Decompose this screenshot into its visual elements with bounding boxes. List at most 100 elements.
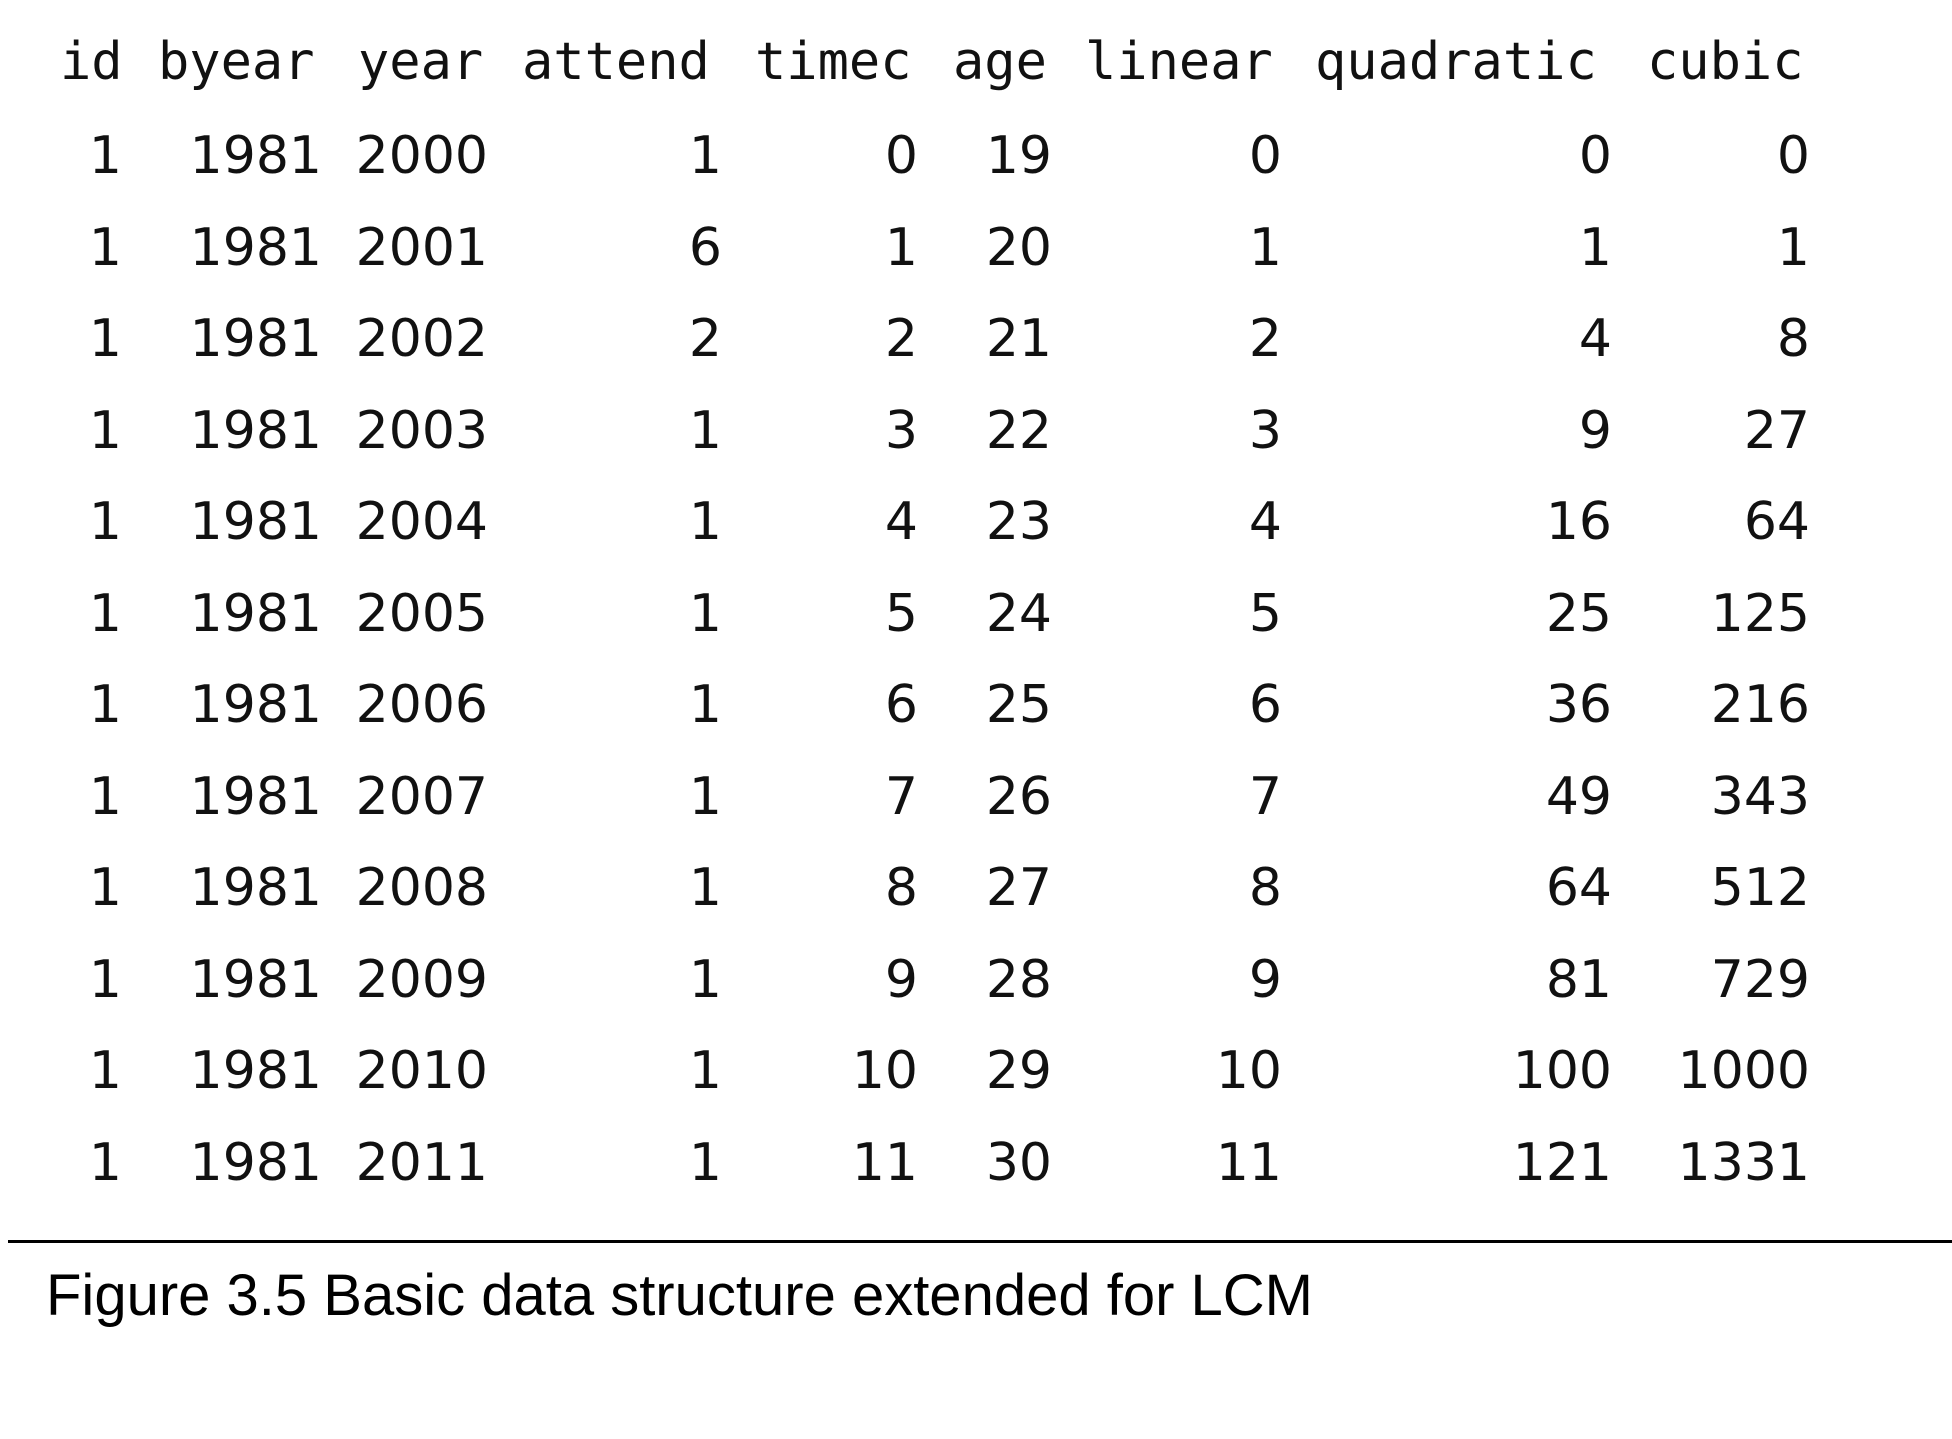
- cell-quadratic: 0: [1578, 126, 1612, 186]
- cell-attend: 1: [688, 400, 722, 461]
- cell-quadratic: 100: [1512, 1041, 1612, 1101]
- cell-attend: 1: [688, 583, 722, 644]
- cell-year: 2004: [355, 492, 488, 552]
- cell-year: 2003: [355, 400, 488, 461]
- cell-byear: 1981: [189, 1132, 322, 1193]
- cell-attend: 2: [688, 309, 722, 369]
- cell-id: 1: [88, 400, 122, 461]
- column-header-year: year: [358, 32, 484, 92]
- cell-timec: 4: [884, 492, 918, 552]
- cell-linear: 11: [1215, 1132, 1282, 1193]
- cell-attend: 1: [688, 675, 722, 735]
- cell-quadratic: 36: [1545, 675, 1612, 735]
- cell-attend: 1: [688, 949, 722, 1010]
- cell-age: 26: [985, 766, 1052, 827]
- cell-age: 20: [985, 217, 1052, 278]
- cell-linear: 2: [1248, 309, 1282, 369]
- cell-cubic: 1: [1776, 217, 1810, 278]
- cell-cubic: 8: [1776, 309, 1810, 369]
- cell-byear: 1981: [189, 217, 322, 278]
- cell-timec: 5: [884, 583, 918, 644]
- cell-byear: 1981: [189, 583, 322, 644]
- cell-timec: 11: [851, 1132, 918, 1193]
- cell-linear: 0: [1248, 126, 1282, 186]
- cell-quadratic: 9: [1578, 400, 1612, 461]
- cell-quadratic: 25: [1545, 583, 1612, 644]
- cell-attend: 1: [688, 858, 722, 918]
- cell-year: 2001: [355, 217, 488, 278]
- cell-age: 25: [985, 675, 1052, 735]
- cell-quadratic: 1: [1578, 217, 1612, 278]
- cell-attend: 1: [688, 492, 722, 552]
- column-header-quadratic: quadratic: [1315, 32, 1597, 92]
- cell-byear: 1981: [189, 766, 322, 827]
- cell-cubic: 729: [1710, 949, 1810, 1010]
- cell-year: 2002: [355, 309, 488, 369]
- cell-linear: 6: [1248, 675, 1282, 735]
- cell-timec: 0: [884, 126, 918, 186]
- cell-byear: 1981: [189, 126, 322, 186]
- column-header-byear: byear: [158, 32, 315, 92]
- cell-cubic: 512: [1710, 858, 1810, 918]
- cell-id: 1: [88, 217, 122, 278]
- column-header-linear: linear: [1085, 32, 1273, 92]
- cell-year: 2009: [355, 949, 488, 1010]
- cell-cubic: 0: [1776, 126, 1810, 186]
- cell-timec: 8: [884, 858, 918, 918]
- cell-cubic: 27: [1743, 400, 1810, 461]
- column-header-age: age: [953, 32, 1047, 92]
- figure-caption: Figure 3.5 Basic data structure extended…: [46, 1263, 1313, 1328]
- cell-timec: 9: [884, 949, 918, 1010]
- cell-byear: 1981: [189, 309, 322, 369]
- cell-id: 1: [88, 583, 122, 644]
- cell-byear: 1981: [189, 858, 322, 918]
- cell-attend: 6: [688, 217, 722, 278]
- cell-cubic: 64: [1743, 492, 1810, 552]
- column-header-timec: timec: [755, 32, 912, 92]
- cell-linear: 9: [1248, 949, 1282, 1010]
- caption-divider: [8, 1240, 1952, 1243]
- cell-byear: 1981: [189, 492, 322, 552]
- cell-byear: 1981: [189, 1041, 322, 1101]
- cell-year: 2007: [355, 766, 488, 827]
- cell-quadratic: 49: [1545, 766, 1612, 827]
- cell-age: 29: [985, 1041, 1052, 1101]
- cell-id: 1: [88, 766, 122, 827]
- cell-id: 1: [88, 858, 122, 918]
- cell-age: 28: [985, 949, 1052, 1010]
- cell-quadratic: 64: [1545, 858, 1612, 918]
- cell-timec: 10: [851, 1041, 918, 1101]
- cell-id: 1: [88, 309, 122, 369]
- cell-linear: 5: [1248, 583, 1282, 644]
- cell-id: 1: [88, 126, 122, 186]
- cell-year: 2006: [355, 675, 488, 735]
- cell-age: 24: [985, 583, 1052, 644]
- cell-year: 2000: [355, 126, 488, 186]
- cell-linear: 7: [1248, 766, 1282, 827]
- cell-quadratic: 81: [1545, 949, 1612, 1010]
- cell-id: 1: [88, 1041, 122, 1101]
- cell-linear: 1: [1248, 217, 1282, 278]
- cell-timec: 3: [884, 400, 918, 461]
- cell-timec: 7: [884, 766, 918, 827]
- cell-quadratic: 16: [1545, 492, 1612, 552]
- cell-id: 1: [88, 675, 122, 735]
- column-header-id: id: [60, 32, 123, 92]
- cell-age: 22: [985, 400, 1052, 461]
- column-header-cubic: cubic: [1647, 32, 1804, 92]
- cell-linear: 4: [1248, 492, 1282, 552]
- cell-age: 27: [985, 858, 1052, 918]
- cell-year: 2005: [355, 583, 488, 644]
- cell-age: 30: [985, 1132, 1052, 1193]
- cell-cubic: 1000: [1677, 1041, 1810, 1101]
- cell-age: 21: [985, 309, 1052, 369]
- cell-id: 1: [88, 1132, 122, 1193]
- cell-id: 1: [88, 492, 122, 552]
- cell-age: 19: [985, 126, 1052, 186]
- cell-year: 2008: [355, 858, 488, 918]
- cell-attend: 1: [688, 126, 722, 186]
- cell-timec: 1: [884, 217, 918, 278]
- column-header-attend: attend: [522, 32, 710, 92]
- cell-timec: 2: [884, 309, 918, 369]
- cell-linear: 10: [1215, 1041, 1282, 1101]
